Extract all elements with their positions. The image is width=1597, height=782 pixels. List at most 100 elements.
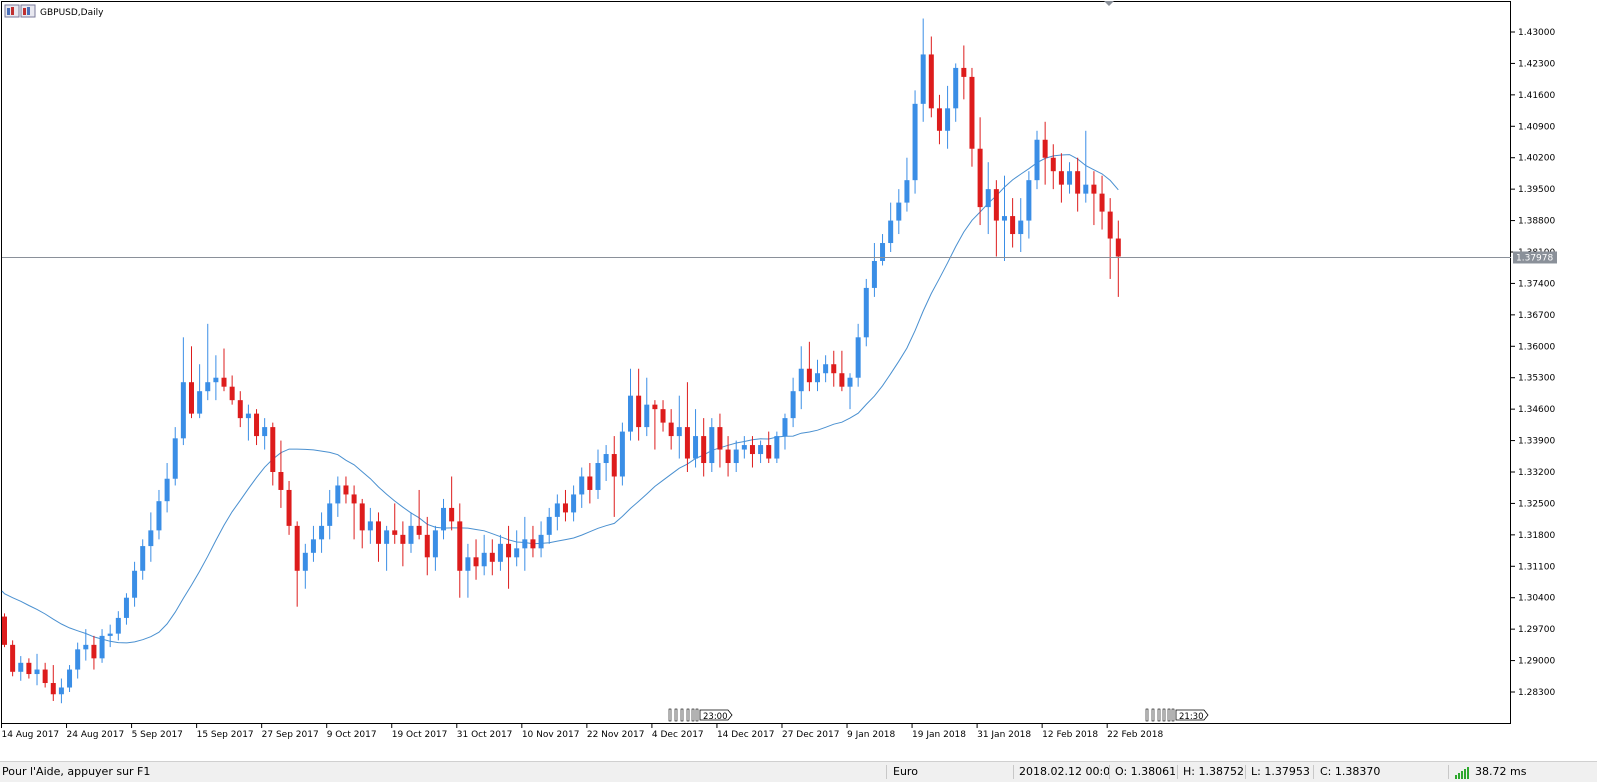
- candle: [530, 525, 536, 558]
- candle-body: [611, 454, 617, 477]
- status-help-text: Pour l'Aide, appuyer sur F1: [2, 765, 151, 778]
- candle: [229, 375, 235, 405]
- candle-body: [619, 431, 625, 477]
- candle-body: [1010, 216, 1016, 235]
- candle: [319, 512, 325, 553]
- candle-body: [1075, 171, 1081, 194]
- candle-body: [1042, 139, 1048, 158]
- candle-body: [481, 552, 487, 567]
- date-tick-label: 19 Jan 2018: [912, 730, 966, 740]
- candle: [213, 355, 219, 401]
- candle-body: [823, 364, 829, 374]
- candle: [392, 503, 398, 544]
- candle: [928, 36, 934, 118]
- candle: [367, 507, 373, 544]
- candle: [741, 436, 747, 459]
- candle: [749, 436, 755, 468]
- candle-body: [99, 635, 105, 659]
- status-profile[interactable]: Euro: [893, 765, 918, 778]
- status-separator: [1313, 765, 1314, 779]
- bar-tick: [1151, 708, 1155, 722]
- date-tick-label: 27 Sep 2017: [262, 730, 319, 740]
- candle-body: [50, 683, 56, 695]
- candle: [863, 278, 869, 347]
- candle: [205, 323, 211, 401]
- candle-body: [465, 557, 471, 571]
- candle: [481, 534, 487, 576]
- connection-signal-icon[interactable]: [1455, 762, 1471, 782]
- status-datetime: 2018.02.12 00:00: [1019, 765, 1109, 778]
- moving-average: [1, 154, 1119, 644]
- candle: [774, 431, 780, 464]
- price-tick-label: 1.30400: [1518, 594, 1555, 604]
- chart-window-icon[interactable]: [4, 4, 36, 18]
- price-tick-label: 1.34600: [1518, 405, 1555, 415]
- candle-body: [514, 548, 520, 558]
- candle: [579, 467, 585, 508]
- price-tick-label: 1.39500: [1518, 185, 1555, 195]
- candle: [506, 525, 512, 589]
- candle-body: [408, 525, 414, 544]
- candle-body: [278, 472, 284, 490]
- candle-body: [530, 539, 536, 549]
- candle: [880, 234, 886, 266]
- candle-body: [18, 662, 24, 672]
- chart-shift-marker-icon[interactable]: [1104, 1, 1114, 6]
- scroll-marker-left[interactable]: 23:00: [668, 708, 733, 722]
- candle: [514, 530, 520, 567]
- candle-body: [741, 445, 747, 450]
- scroll-marker-right[interactable]: 21:30: [1145, 708, 1209, 722]
- price-tick-label: 1.38800: [1518, 217, 1555, 227]
- candle: [595, 449, 601, 499]
- candle: [278, 440, 284, 508]
- candle: [636, 368, 642, 441]
- candle: [489, 539, 495, 576]
- candle: [34, 653, 40, 686]
- candle-body: [156, 501, 162, 531]
- current-price-label-bg: [1513, 251, 1557, 264]
- candle-body: [1091, 184, 1097, 194]
- candle-body: [327, 503, 333, 526]
- price-tick-label: 1.42300: [1518, 59, 1555, 69]
- candle-body: [733, 449, 739, 464]
- candle-body: [904, 180, 910, 203]
- candle: [188, 346, 194, 419]
- candle: [554, 494, 560, 531]
- candle: [294, 521, 300, 607]
- candle: [717, 413, 723, 468]
- candle-body: [400, 534, 406, 544]
- bar-tick: [1162, 708, 1166, 722]
- candle: [148, 512, 154, 562]
- candle: [107, 624, 113, 648]
- candle: [83, 629, 89, 661]
- candle: [91, 635, 97, 670]
- candle: [286, 480, 292, 535]
- candle: [660, 400, 666, 432]
- candle-body: [961, 67, 967, 77]
- candle: [920, 18, 926, 122]
- candle-body: [936, 108, 942, 131]
- candle-body: [676, 427, 682, 437]
- candle-body: [1001, 216, 1007, 221]
- candle-body: [1018, 220, 1024, 235]
- candle-body: [562, 503, 568, 513]
- price-chart[interactable]: 1.43000 1.42300 1.41600 1.40900 1.40200 1.395…: [0, 0, 1597, 761]
- candle-body: [571, 494, 577, 513]
- candle-body: [945, 108, 951, 131]
- price-tick-label: 1.41600: [1518, 91, 1555, 101]
- candle: [75, 642, 81, 679]
- candle-body: [693, 436, 699, 459]
- candle: [871, 243, 877, 297]
- candle-body: [237, 400, 243, 419]
- candle-body: [221, 377, 227, 387]
- candle: [538, 521, 544, 558]
- candle-body: [969, 76, 975, 149]
- date-tick-label: 5 Sep 2017: [132, 730, 183, 740]
- candle: [546, 507, 552, 544]
- candle-body: [1115, 238, 1121, 257]
- candle: [815, 359, 820, 392]
- candle: [221, 348, 227, 392]
- candle-body: [270, 427, 276, 472]
- candle-body: [245, 413, 251, 419]
